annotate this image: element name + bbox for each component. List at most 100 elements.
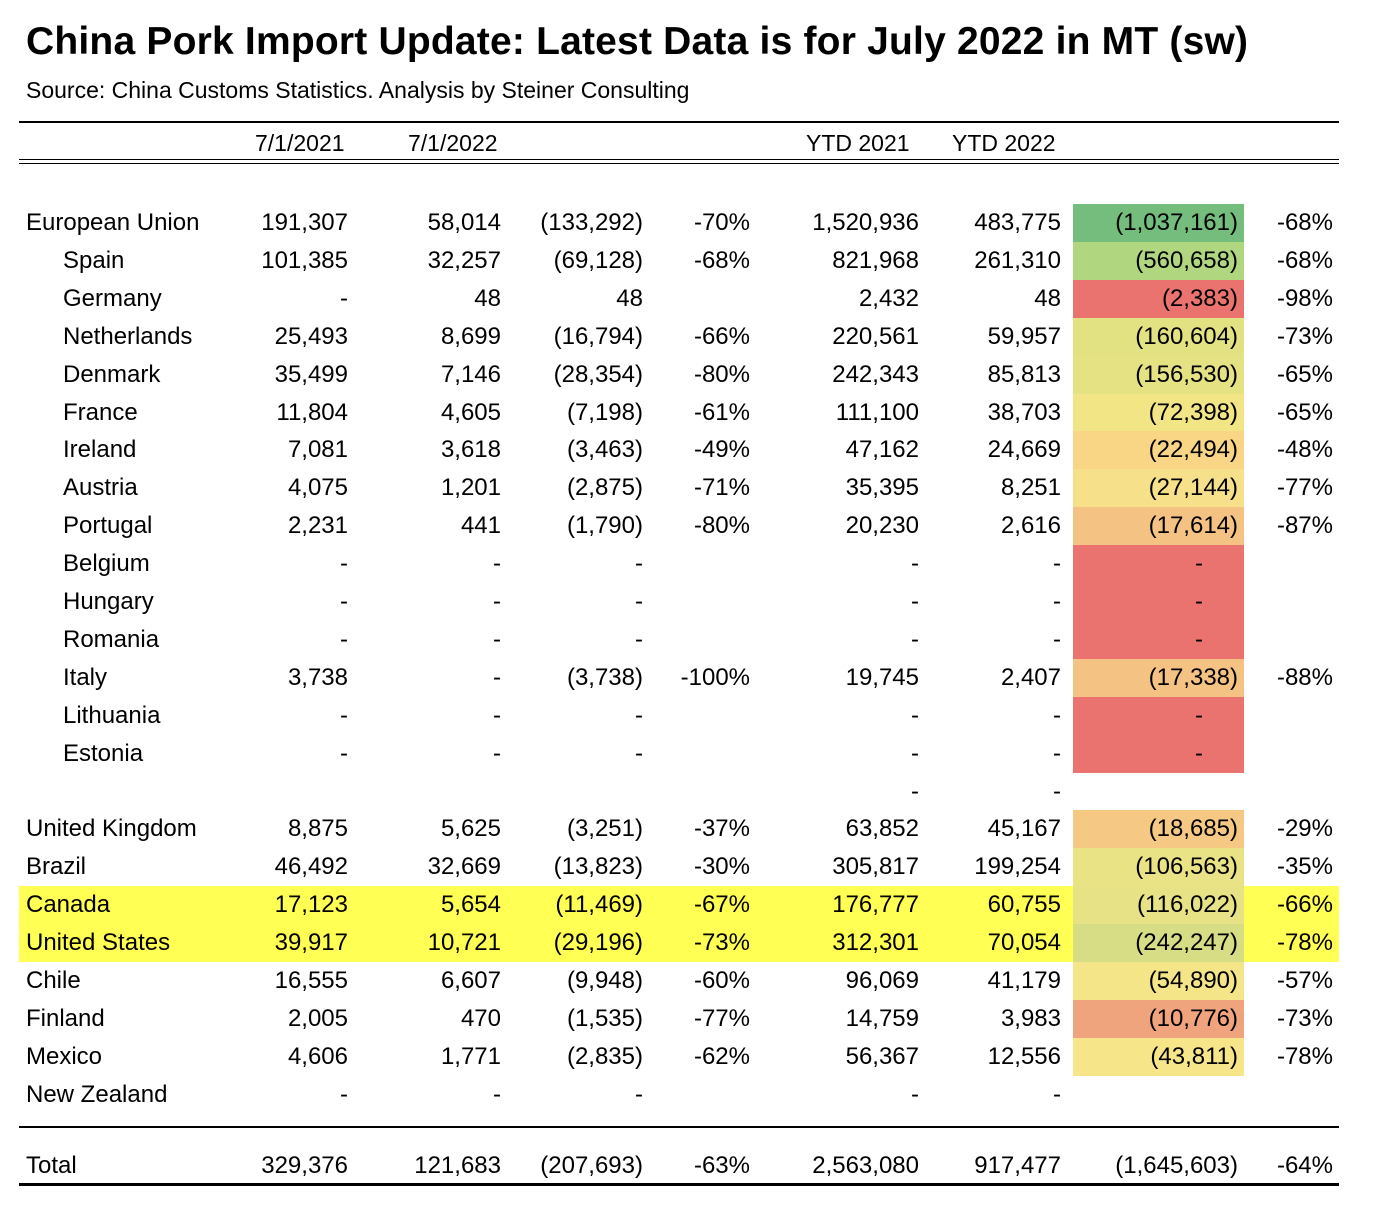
table-row: Portugal 2,231 441 (1,790) -80% 20,230 2,616 (1… — [19, 507, 1339, 545]
month-pct-value: -62% — [693, 1043, 750, 1070]
ytd-pct-value: -35% — [1276, 853, 1333, 880]
ytd-change-color-cell — [1073, 242, 1244, 280]
ytd-2022-value: 70,054 — [987, 929, 1061, 956]
total-ytd-2022: 917,477 — [974, 1152, 1061, 1179]
month-2022-value: - — [493, 740, 501, 767]
month-2021-value: 35,499 — [274, 361, 348, 388]
table-row: Denmark 35,499 7,146 (28,354) -80% 242,343 85,… — [19, 356, 1339, 394]
country-label: Hungary — [63, 588, 154, 615]
header-ytd-2022: YTD 2022 — [952, 130, 1056, 156]
country-label: Romania — [63, 626, 160, 653]
month-2022-value: 470 — [460, 1005, 501, 1032]
ytd-change-value: (2,383) — [1161, 285, 1238, 312]
ytd-pct-value: -68% — [1276, 247, 1333, 274]
month-change-value: 48 — [616, 285, 643, 312]
table-row: Hungary - - - - - - — [19, 583, 1339, 621]
month-change-value: (3,738) — [566, 664, 643, 691]
ytd-change-color-cell — [1073, 697, 1244, 735]
month-change-value: (29,196) — [553, 929, 643, 956]
ytd-change-value: - — [1195, 550, 1203, 577]
ytd-2021-value: - — [911, 778, 919, 805]
total-bottom-rule — [19, 1183, 1339, 1186]
month-change-value: (13,823) — [553, 853, 643, 880]
table-row: Ireland 7,081 3,618 (3,463) -49% 47,162 24,669… — [19, 431, 1339, 469]
month-pct-value: -70% — [693, 209, 750, 236]
ytd-change-color-cell — [1073, 735, 1244, 773]
country-label: Brazil — [26, 853, 87, 880]
month-2022-value: 58,014 — [427, 209, 501, 236]
country-label: Portugal — [63, 512, 153, 539]
month-2021-value: 4,075 — [287, 474, 348, 501]
table-row: Canada 17,123 5,654 (11,469) -67% 176,777 60,7… — [19, 886, 1339, 924]
month-2022-value: - — [493, 626, 501, 653]
month-pct-value: -71% — [693, 474, 750, 501]
ytd-change-value: (54,890) — [1148, 967, 1238, 994]
month-2022-value: 32,669 — [427, 853, 501, 880]
total-row: Total 329,376 121,683 (207,693) -63% 2,5… — [19, 1147, 1339, 1185]
ytd-2021-value: 96,069 — [845, 967, 919, 994]
country-label: Netherlands — [63, 323, 193, 350]
month-2021-value: - — [340, 740, 348, 767]
month-2021-value: 2,005 — [287, 1005, 348, 1032]
table-row: Belgium - - - - - - — [19, 545, 1339, 583]
month-2021-value: 2,231 — [287, 512, 348, 539]
country-label: Canada — [26, 891, 111, 918]
ytd-2021-value: 19,745 — [845, 664, 919, 691]
ytd-2022-value: 41,179 — [987, 967, 1061, 994]
month-pct-value: -37% — [693, 815, 750, 842]
month-change-value: (2,835) — [566, 1043, 643, 1070]
month-pct-value: -67% — [693, 891, 750, 918]
month-2021-value: 11,804 — [276, 399, 348, 426]
month-change-value: - — [635, 588, 643, 615]
month-pct-value: -61% — [693, 399, 750, 426]
ytd-pct-value: -66% — [1276, 891, 1333, 918]
table-row: United Kingdom 8,875 5,625 (3,251) -37% 63,85… — [19, 810, 1339, 848]
total-ytd-change: (1,645,603) — [1115, 1152, 1238, 1179]
ytd-change-color-cell — [1073, 962, 1244, 1000]
month-2022-value: 4,605 — [440, 399, 501, 426]
total-top-rule — [19, 1126, 1339, 1128]
ytd-2021-value: 821,968 — [832, 247, 919, 274]
month-pct-value: -49% — [693, 436, 750, 463]
month-2021-value: - — [340, 550, 348, 577]
ytd-2022-value: - — [1053, 1081, 1061, 1108]
country-label: United Kingdom — [26, 815, 197, 842]
ytd-2022-value: 59,957 — [987, 323, 1061, 350]
table-row: Finland 2,005 470 (1,535) -77% 14,759 3,983 (10… — [19, 1000, 1339, 1038]
ytd-2021-value: 111,100 — [835, 399, 919, 426]
ytd-change-value: (116,022) — [1137, 891, 1238, 918]
table-row: Lithuania - - - - - - — [19, 697, 1339, 735]
month-change-value: (28,354) — [553, 361, 643, 388]
month-2021-value: 16,555 — [274, 967, 348, 994]
country-label: United States — [26, 929, 171, 956]
month-2022-value: 5,654 — [440, 891, 501, 918]
ytd-change-value: (22,494) — [1148, 436, 1238, 463]
ytd-2022-value: - — [1053, 550, 1061, 577]
header-bottom-rule-2 — [19, 163, 1339, 164]
month-pct-value: -80% — [693, 512, 750, 539]
ytd-2022-value: 60,755 — [987, 891, 1061, 918]
month-change-value: - — [635, 702, 643, 729]
total-month-2022: 121,683 — [414, 1152, 501, 1179]
page-title: China Pork Import Update: Latest Data is… — [26, 20, 1249, 63]
month-pct-value: -100% — [680, 664, 750, 691]
ytd-change-value: - — [1195, 626, 1203, 653]
table-row: European Union 191,307 58,014 (133,292) -70%… — [19, 204, 1339, 242]
month-2022-value: 8,699 — [440, 323, 501, 350]
ytd-2021-value: 20,230 — [845, 512, 919, 539]
month-2021-value: 7,081 — [287, 436, 348, 463]
month-2021-value: 39,917 — [274, 929, 348, 956]
month-change-value: - — [635, 1081, 643, 1108]
ytd-change-color-cell — [1073, 431, 1244, 469]
header-top-rule — [19, 121, 1339, 123]
ytd-change-color-cell — [1073, 318, 1244, 356]
ytd-change-value: (160,604) — [1135, 323, 1238, 350]
month-2022-value: - — [493, 550, 501, 577]
ytd-2021-value: - — [911, 588, 919, 615]
header-bottom-rule — [19, 159, 1339, 160]
country-label: Belgium — [63, 550, 150, 577]
month-2022-value: 441 — [460, 512, 501, 539]
month-2021-value: 3,738 — [287, 664, 348, 691]
ytd-2021-value: 242,343 — [832, 361, 919, 388]
month-2022-value: 5,625 — [440, 815, 501, 842]
